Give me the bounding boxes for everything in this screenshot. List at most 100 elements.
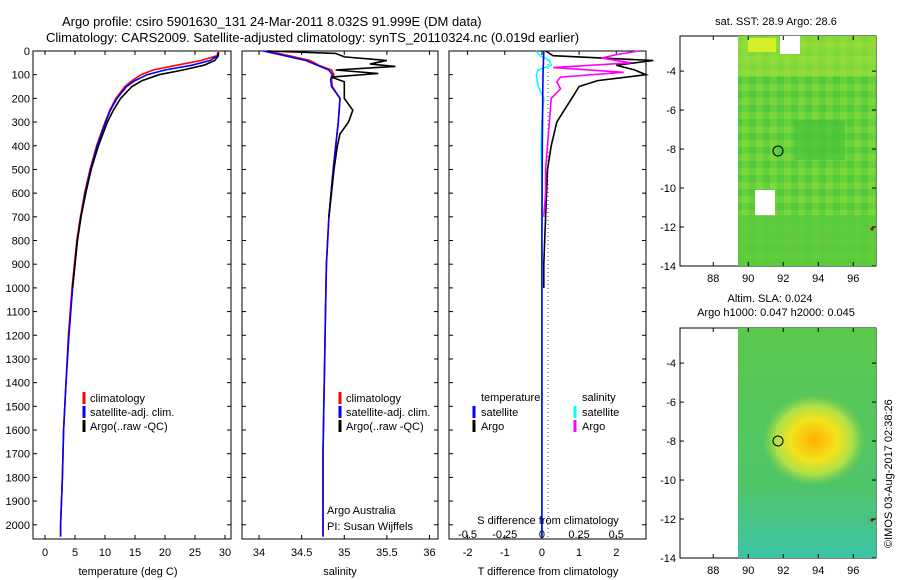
series-line-argo: [267, 50, 396, 217]
map-lon-label: 92: [777, 273, 789, 285]
s-tick-label: -0.25: [492, 529, 517, 541]
sst-red-dot: [870, 227, 874, 231]
diff-legend-t-satellite: satellite: [481, 407, 518, 419]
x-tick-label: 30: [219, 547, 231, 559]
sla-map-title: Altim. SLA: 0.024: [728, 293, 813, 305]
series-line-argo: [71, 52, 220, 288]
depth-tick-label: 800: [12, 236, 30, 248]
s-tick-label: 0: [539, 529, 545, 541]
depth-tick-label: 1500: [6, 401, 30, 413]
depth-tick-label: 1300: [6, 354, 30, 366]
x-tick-label: 0: [42, 547, 48, 559]
depth-tick-label: 400: [12, 141, 30, 153]
sal-legend-argo: Argo(..raw -QC): [346, 421, 424, 433]
map-lat-label: -10: [660, 475, 676, 487]
map-lon-label: 90: [742, 565, 754, 577]
map-lon-label: 96: [847, 273, 859, 285]
depth-tick-label: 1900: [6, 496, 30, 508]
sst-missing-north: [780, 36, 800, 54]
depth-tick-label: 1600: [6, 425, 30, 437]
series-line-temperature-satellite: [541, 50, 545, 537]
x-tick-label: -1: [500, 547, 510, 559]
map-lon-label: 92: [777, 565, 789, 577]
difference-legend: temperature salinity satellite Argo sate…: [472, 392, 619, 433]
x-tick-label: 20: [159, 547, 171, 559]
sla-eddy: [762, 394, 866, 486]
sst-southern-field: [738, 215, 876, 266]
temperature-xlabel: temperature (deg C): [78, 566, 177, 578]
diff-legend-t-argo: Argo: [481, 421, 504, 433]
depth-tick-label: 1800: [6, 472, 30, 484]
diff-legend-s-satellite: satellite: [582, 407, 619, 419]
title-line-1: Argo profile: csiro 5901630_131 24-Mar-2…: [62, 14, 482, 29]
map-lat-label: -10: [660, 183, 676, 195]
annotation-argo-australia: Argo Australia: [327, 505, 396, 517]
depth-tick-label: 300: [12, 117, 30, 129]
x-tick-label: 25: [189, 547, 201, 559]
map-lat-label: -8: [666, 436, 676, 448]
map-lat-label: -12: [660, 222, 676, 234]
title-line-2: Climatology: CARS2009. Satellite-adjuste…: [46, 30, 580, 45]
x-tick-label: 1: [576, 547, 582, 559]
sst-warm-patch: [748, 38, 776, 52]
salinity-legend: climatology satellite-adj. clim. Argo(..…: [338, 392, 430, 433]
t-difference-label: T difference from climatology: [478, 566, 619, 578]
map-lon-label: 88: [707, 565, 719, 577]
temperature-panel: 0100200300400500600700800900100011001200…: [6, 46, 232, 578]
series-line-salinity-argo: [543, 50, 639, 217]
sst-cool-patch: [795, 120, 845, 160]
map-lat-label: -4: [666, 66, 676, 78]
series-line-temperature-argo: [542, 50, 654, 288]
difference-panel: -2 -1 0 1 2 temperature salinity satellite A…: [448, 50, 654, 578]
imos-watermark: ©IMOS 03-Aug-2017 02:38:26: [883, 399, 895, 548]
salinity-xlabel: salinity: [323, 566, 357, 578]
temperature-legend: climatology satellite-adj. clim. Argo(..…: [82, 392, 174, 433]
map-lat-label: -14: [660, 553, 676, 565]
s-tick-label: 0.5: [609, 529, 624, 541]
map-lon-label: 94: [812, 273, 824, 285]
map-lon-label: 96: [847, 565, 859, 577]
legend-header-salinity: salinity: [582, 392, 616, 404]
sla-argo-marker: [772, 435, 784, 447]
x-tick-label: 36: [423, 547, 435, 559]
depth-tick-label: 600: [12, 188, 30, 200]
depth-tick-label: 1100: [6, 307, 30, 319]
x-tick-label: 10: [99, 547, 111, 559]
map-lat-label: -6: [666, 397, 676, 409]
x-tick-label: 5: [72, 547, 78, 559]
depth-tick-label: 1400: [6, 378, 30, 390]
series-line-satellite-adj-clim-: [263, 50, 341, 537]
s-tick-label: 0.25: [568, 529, 589, 541]
map-lat-label: -6: [666, 105, 676, 117]
map-lat-label: -4: [666, 358, 676, 370]
depth-tick-label: 100: [12, 70, 30, 82]
sal-legend-satellite: satellite-adj. clim.: [346, 407, 430, 419]
depth-tick-label: 500: [12, 164, 30, 176]
map-lon-label: 94: [812, 565, 824, 577]
sst-map-panel: sat. SST: 28.9 Argo: 28.6 88 90 92 94 96 -4 -6…: [660, 16, 877, 285]
x-tick-label: -2: [463, 547, 473, 559]
depth-tick-label: 1700: [6, 449, 30, 461]
x-tick-label: 0: [539, 547, 545, 559]
map-lon-label: 90: [742, 273, 754, 285]
legend-header-temperature: temperature: [481, 392, 540, 404]
x-tick-label: 2: [613, 547, 619, 559]
x-tick-label: 35.5: [376, 547, 397, 559]
depth-tick-label: 2000: [6, 520, 30, 532]
map-lat-label: -8: [666, 144, 676, 156]
depth-tick-label: 1000: [6, 283, 30, 295]
salinity-panel: 34 34.5 35 35.5 36 climatology satellite-adj…: [241, 50, 439, 578]
map-lat-label: -12: [660, 514, 676, 526]
sla-map-subtitle: Argo h1000: 0.047 h2000: 0.045: [697, 307, 855, 319]
legend-satellite: satellite-adj. clim.: [90, 407, 174, 419]
map-lat-label: -14: [660, 261, 676, 273]
annotation-pi: PI: Susan Wijffels: [327, 521, 413, 533]
x-tick-label: 34.5: [291, 547, 312, 559]
sst-missing-south: [755, 190, 775, 216]
depth-tick-label: 1200: [6, 330, 30, 342]
diff-legend-s-argo: Argo: [582, 421, 605, 433]
legend-climatology: climatology: [90, 393, 146, 405]
s-difference-label: S difference from climatology: [477, 515, 619, 527]
map-lon-label: 88: [707, 273, 719, 285]
